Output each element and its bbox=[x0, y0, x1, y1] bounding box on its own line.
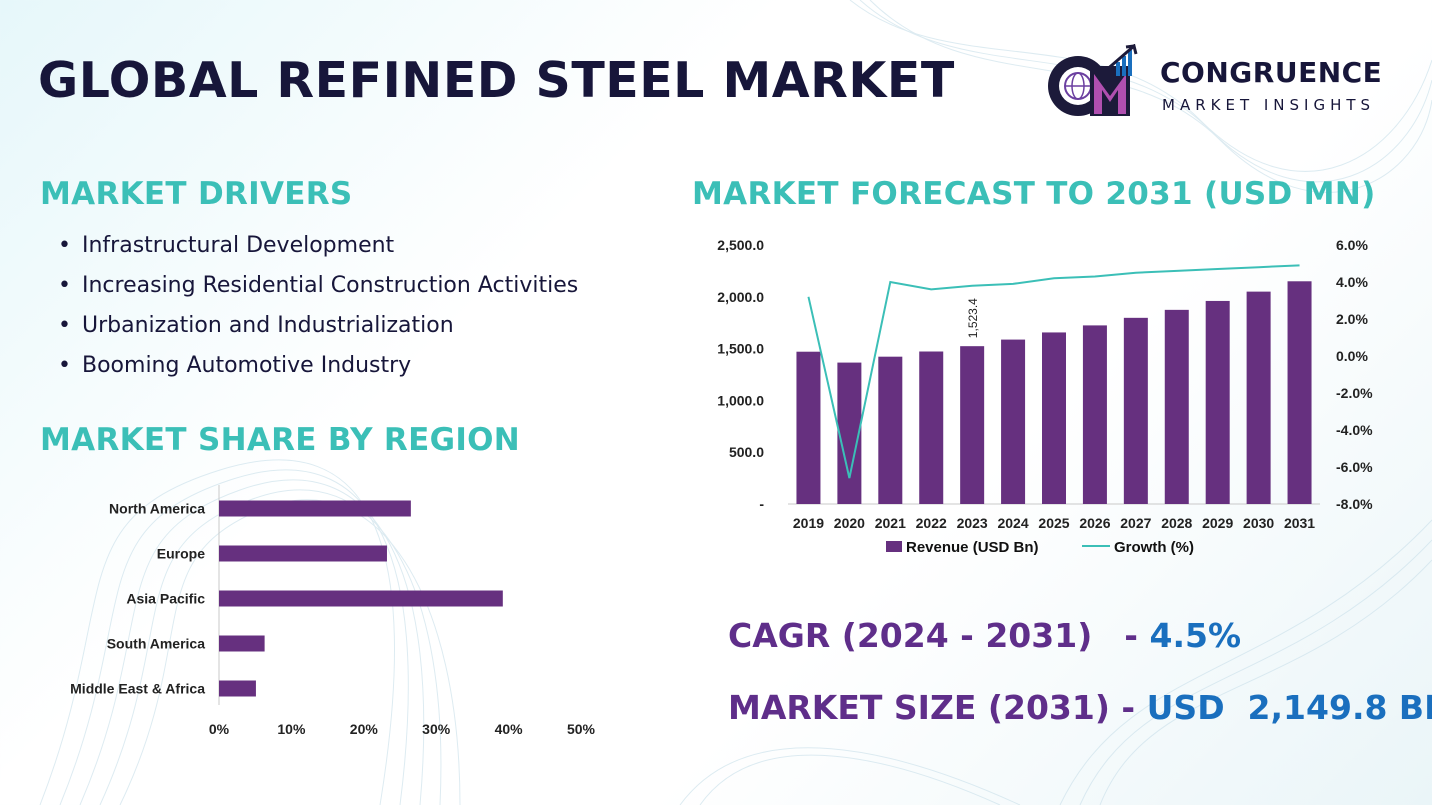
cagr-separator: - bbox=[1124, 616, 1138, 655]
x-tick-label: 2028 bbox=[1161, 515, 1192, 531]
x-tick-label: 40% bbox=[495, 721, 524, 737]
market-size-label: MARKET SIZE (2031) bbox=[728, 688, 1110, 727]
share-bar bbox=[219, 500, 411, 517]
revenue-bar bbox=[796, 351, 821, 504]
legend-revenue-label: Revenue (USD Bn) bbox=[906, 539, 1039, 556]
driver-text: Increasing Residential Construction Acti… bbox=[82, 273, 579, 298]
x-tick-label: 2031 bbox=[1284, 515, 1315, 531]
driver-text: Booming Automotive Industry bbox=[82, 353, 412, 378]
x-tick-label: 50% bbox=[567, 721, 596, 737]
y-left-tick-label: - bbox=[759, 496, 764, 512]
x-tick-label: 2023 bbox=[957, 515, 988, 531]
x-tick-label: 2021 bbox=[875, 515, 906, 531]
share-bar bbox=[219, 680, 256, 697]
y-right-tick-label: -8.0% bbox=[1336, 496, 1373, 512]
category-label: Asia Pacific bbox=[126, 591, 205, 607]
driver-item: • Infrastructural Development bbox=[58, 230, 578, 270]
x-tick-label: 0% bbox=[209, 721, 230, 737]
revenue-bar bbox=[960, 346, 985, 504]
forecast-combo-chart: - 500.0 1,000.0 1,500.0 2,000.0 2,500.0 -8.0% -… bbox=[717, 237, 1373, 556]
market-share-title: MARKET SHARE BY REGION bbox=[40, 422, 521, 458]
bullet-icon: • bbox=[58, 313, 71, 338]
share-bar bbox=[219, 635, 265, 652]
growth-line bbox=[807, 264, 1300, 479]
x-tick-label: 30% bbox=[422, 721, 451, 737]
logo-subtitle-text: MARKET INSIGHTS bbox=[1162, 96, 1376, 114]
category-label: Middle East & Africa bbox=[70, 681, 205, 697]
cagr-stat: CAGR (2024 - 2031) - 4.5% bbox=[728, 616, 1241, 655]
x-tick-label: 2020 bbox=[834, 515, 865, 531]
revenue-bar bbox=[1205, 300, 1230, 504]
y-right-tick-label: -4.0% bbox=[1336, 422, 1373, 438]
revenue-bar bbox=[1001, 339, 1026, 504]
driver-item: • Increasing Residential Construction Act… bbox=[58, 270, 578, 310]
region-share-bar-chart: North America Europe Asia Pacific South Ame… bbox=[70, 485, 596, 737]
y-right-tick-label: -2.0% bbox=[1336, 385, 1373, 401]
revenue-bar bbox=[1082, 325, 1107, 504]
y-left-tick-label: 2,500.0 bbox=[717, 237, 764, 253]
y-left-tick-label: 1,500.0 bbox=[717, 341, 764, 357]
revenue-bar bbox=[1164, 309, 1189, 504]
x-tick-label: 2030 bbox=[1243, 515, 1274, 531]
x-tick-label: 2027 bbox=[1120, 515, 1151, 531]
company-logo: CONGRUENCE MARKET INSIGHTS bbox=[1044, 43, 1394, 124]
bullet-icon: • bbox=[58, 273, 71, 298]
driver-item: • Booming Automotive Industry bbox=[58, 350, 578, 390]
x-tick-label: 2025 bbox=[1038, 515, 1069, 531]
y-right-tick-label: 2.0% bbox=[1336, 311, 1368, 327]
market-drivers-title: MARKET DRIVERS bbox=[40, 176, 353, 212]
share-bar bbox=[219, 545, 387, 562]
revenue-bar bbox=[1042, 332, 1066, 504]
page-title: GLOBAL REFINED STEEL MARKET bbox=[38, 52, 955, 109]
legend-growth-label: Growth (%) bbox=[1114, 539, 1194, 556]
logo-mark-icon bbox=[1048, 43, 1138, 116]
x-tick-label: 2029 bbox=[1202, 515, 1233, 531]
driver-text: Urbanization and Industrialization bbox=[82, 313, 454, 338]
category-label: North America bbox=[109, 501, 205, 517]
y-left-tick-label: 1,000.0 bbox=[717, 392, 764, 408]
market-size-stat: MARKET SIZE (2031) - USD 2,149.8 BN bbox=[728, 688, 1432, 727]
y-right-tick-label: 6.0% bbox=[1336, 237, 1368, 253]
y-right-tick-label: -6.0% bbox=[1336, 459, 1373, 475]
category-label: South America bbox=[107, 636, 205, 652]
x-tick-label: 2024 bbox=[997, 515, 1028, 531]
market-size-value: USD 2,149.8 BN bbox=[1146, 688, 1432, 727]
y-right-tick-label: 0.0% bbox=[1336, 348, 1368, 364]
x-tick-label: 2026 bbox=[1079, 515, 1110, 531]
y-left-tick-label: 500.0 bbox=[729, 444, 764, 460]
x-tick-label: 20% bbox=[350, 721, 379, 737]
x-tick-label: 2022 bbox=[916, 515, 947, 531]
revenue-bar bbox=[1246, 291, 1271, 504]
bullet-icon: • bbox=[58, 353, 71, 378]
data-label: 1,523.4 bbox=[966, 298, 980, 338]
y-left-tick-label: 2,000.0 bbox=[717, 289, 764, 305]
legend-revenue-swatch bbox=[886, 541, 902, 552]
revenue-bar bbox=[919, 351, 944, 504]
driver-item: • Urbanization and Industrialization bbox=[58, 310, 578, 350]
revenue-bar bbox=[837, 362, 862, 504]
cagr-value: 4.5% bbox=[1149, 616, 1242, 655]
revenue-bar bbox=[878, 356, 903, 504]
x-tick-label: 10% bbox=[277, 721, 306, 737]
share-bar bbox=[219, 590, 503, 607]
x-tick-label: 2019 bbox=[793, 515, 824, 531]
market-drivers-list: • Infrastructural Development • Increasing… bbox=[58, 230, 578, 390]
bullet-icon: • bbox=[58, 233, 71, 258]
logo-brand-text: CONGRUENCE bbox=[1160, 56, 1383, 89]
y-right-tick-label: 4.0% bbox=[1336, 274, 1368, 290]
driver-text: Infrastructural Development bbox=[82, 233, 395, 258]
market-forecast-title: MARKET FORECAST TO 2031 (USD MN) bbox=[692, 176, 1376, 212]
market-size-separator: - bbox=[1121, 688, 1136, 727]
cagr-label: CAGR (2024 - 2031) bbox=[728, 616, 1093, 655]
category-label: Europe bbox=[157, 546, 205, 562]
revenue-bar bbox=[1123, 317, 1148, 504]
revenue-bar bbox=[1287, 281, 1312, 504]
